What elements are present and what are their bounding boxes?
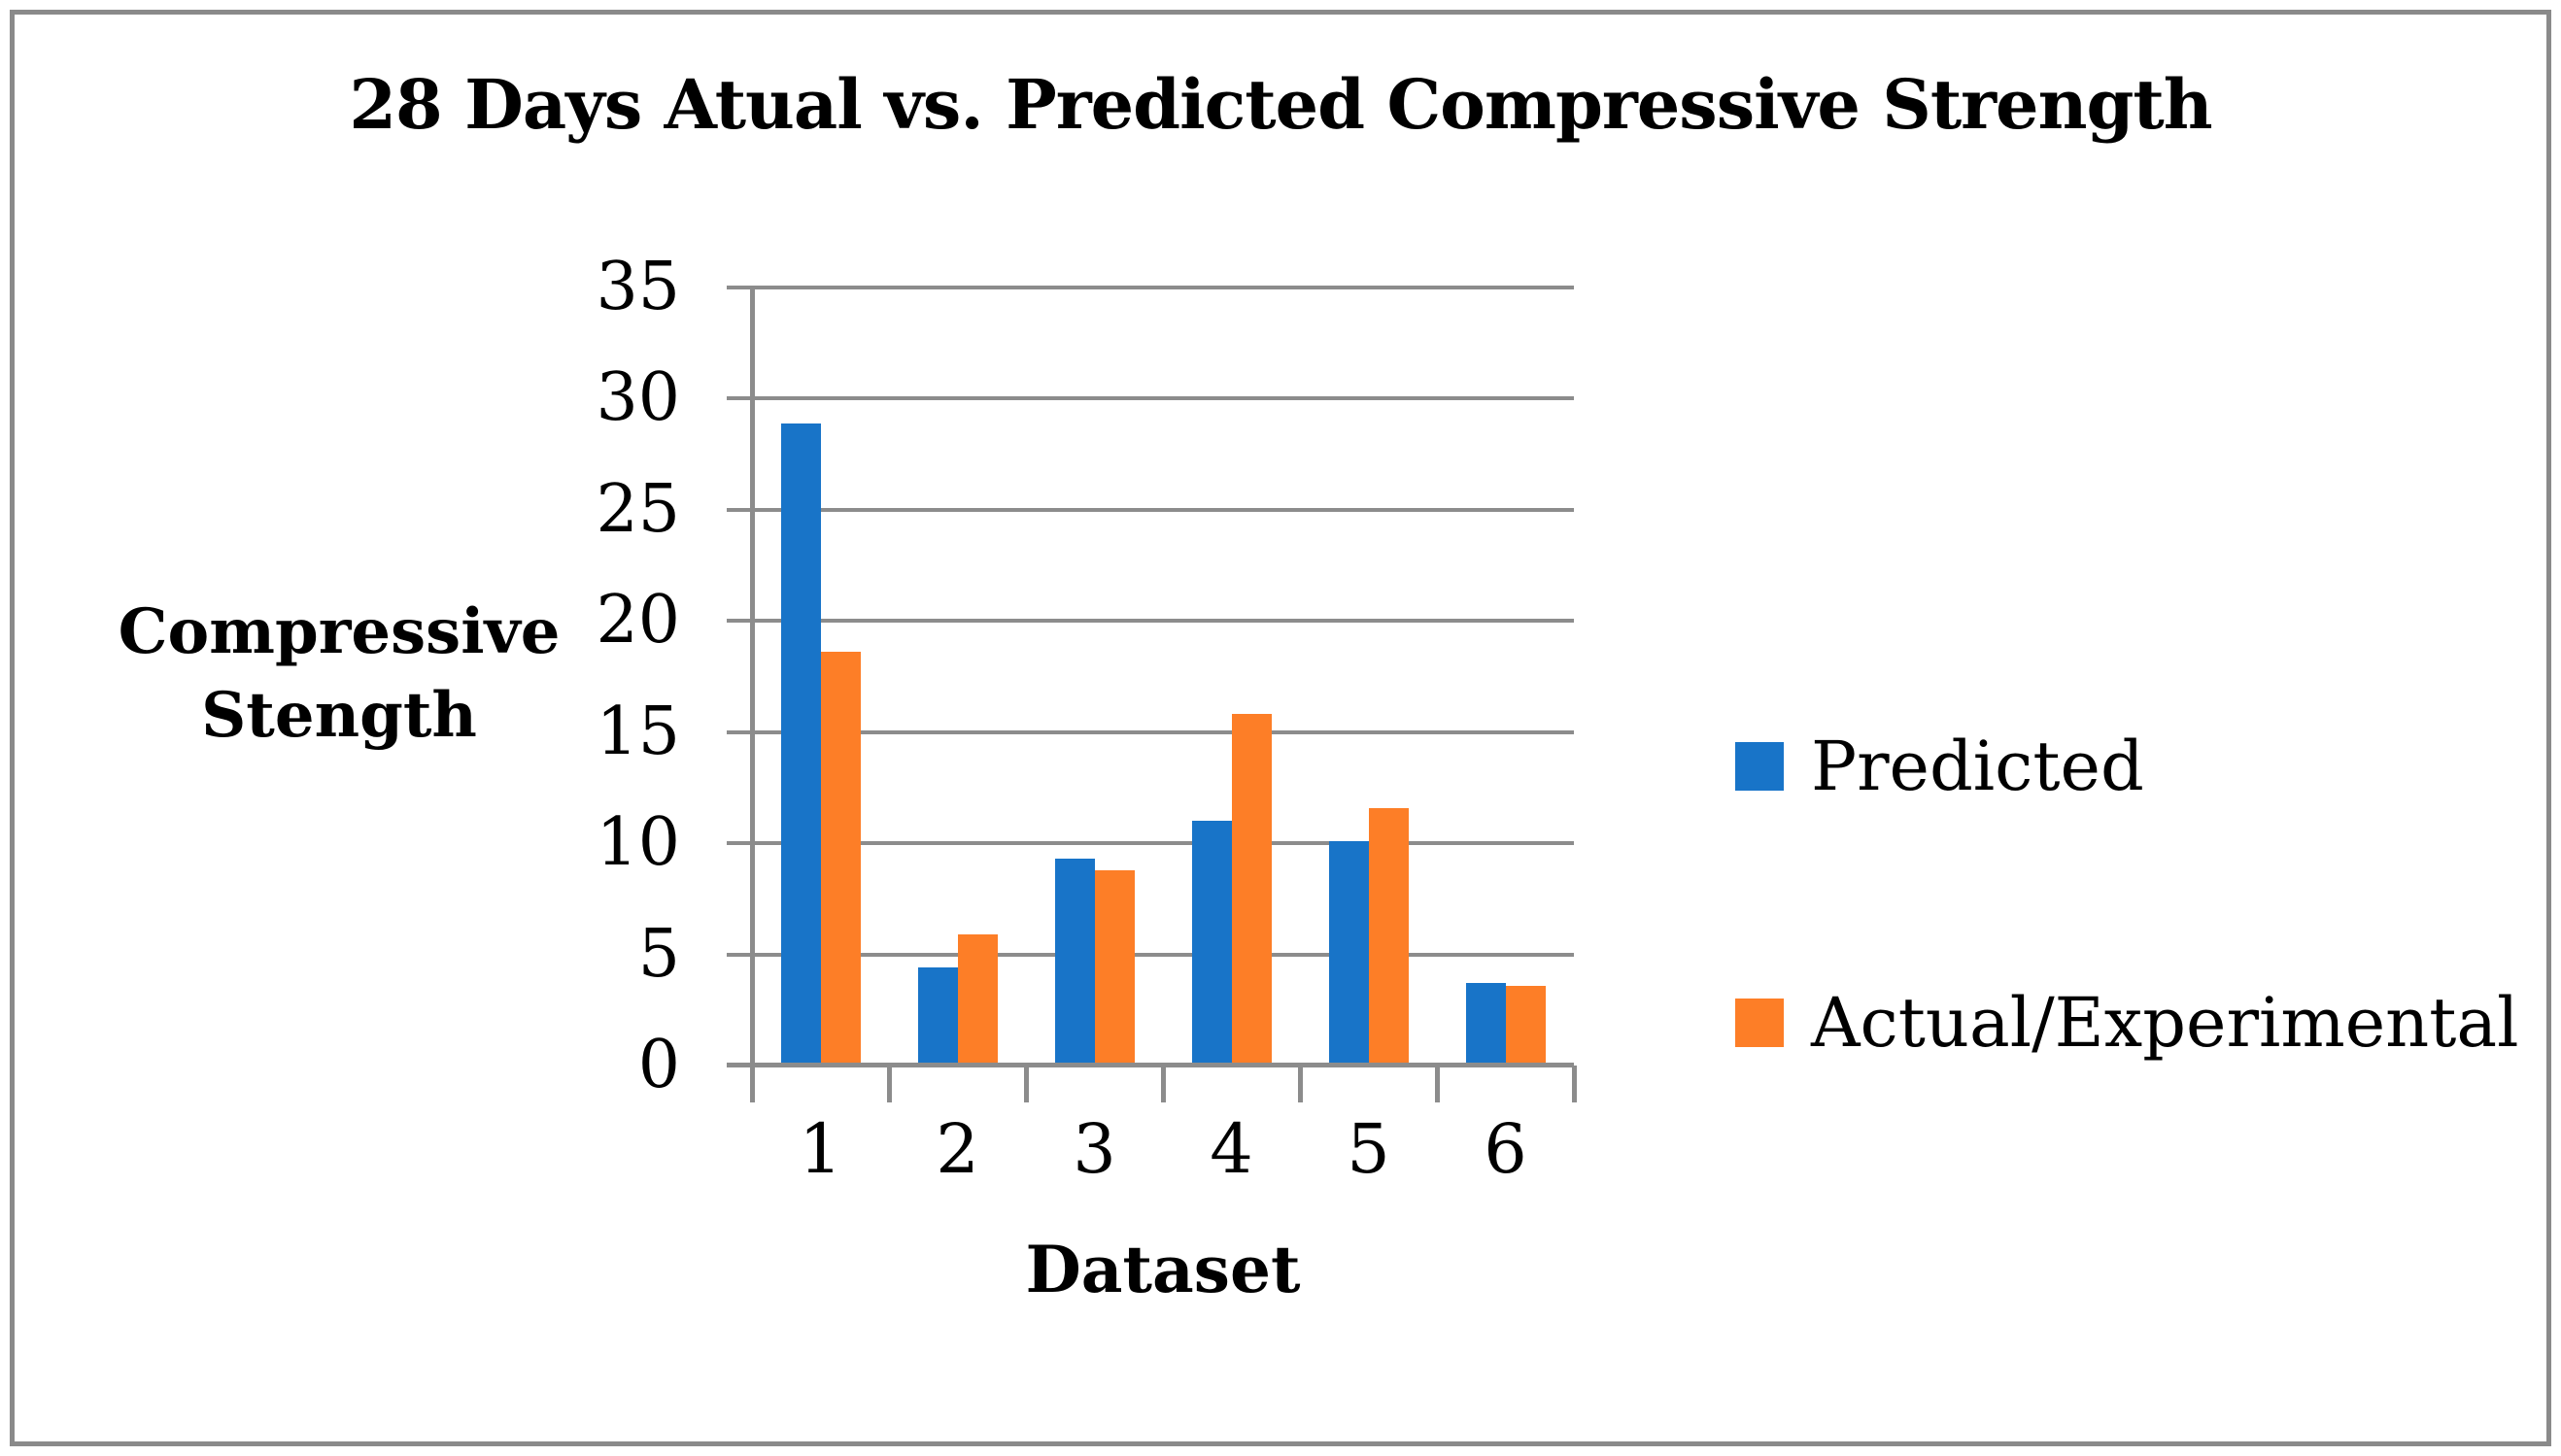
gridline-15 [727,729,1574,734]
legend-entry-actual-experimental: Actual/Experimental [1735,983,2518,1063]
y-tick-label-0: 0 [637,1027,680,1103]
y-axis-line [750,288,755,1102]
y-tick-label-35: 35 [596,249,680,325]
bar-actual-experimental-1 [820,652,861,1066]
bar-actual-experimental-6 [1505,985,1546,1066]
x-tick-label-6: 6 [1484,1109,1527,1189]
bar-predicted-3 [1054,859,1095,1066]
x-tick-label-5: 5 [1347,1109,1390,1189]
bar-predicted-6 [1465,983,1506,1066]
x-axis-tick-2 [1023,1066,1029,1102]
gridline-35 [727,286,1574,289]
gridline-10 [727,841,1574,846]
legend-label-actual-experimental: Actual/Experimental [1811,983,2519,1063]
x-axis-tick-6 [1571,1066,1577,1102]
legend-label-predicted: Predicted [1811,727,2144,806]
bar-actual-experimental-3 [1094,869,1135,1066]
gridline-5 [727,952,1574,957]
x-tick-label-4: 4 [1210,1109,1253,1189]
bar-predicted-4 [1191,821,1232,1066]
gridline-25 [727,507,1574,512]
bar-actual-experimental-2 [957,933,998,1066]
y-tick-label-20: 20 [596,582,680,660]
plot-area [727,286,1577,1102]
bar-predicted-5 [1328,840,1369,1066]
x-axis-title: Dataset [1025,1232,1301,1307]
bar-predicted-1 [780,423,821,1066]
y-axis-title: Compressive Stength [118,595,561,753]
x-axis-tick-3 [1160,1066,1166,1102]
x-axis-tick-4 [1297,1066,1303,1102]
x-tick-label-3: 3 [1073,1109,1116,1189]
legend: Predicted Actual/Experimental [1735,727,2518,1063]
legend-swatch-predicted [1735,742,1784,791]
x-tick-label-1: 1 [799,1109,842,1189]
gridline-20 [727,619,1574,624]
y-axis-tick-labels: 0 5 10 15 20 25 30 35 [0,254,680,1099]
y-tick-label-5: 5 [637,915,680,993]
legend-swatch-actual-experimental [1735,999,1784,1047]
bar-predicted-2 [917,967,958,1066]
chart-title: 28 Days Atual vs. Predicted Compressive … [349,64,2212,145]
y-tick-label-10: 10 [596,804,680,882]
gridline-30 [727,396,1574,401]
legend-entry-predicted: Predicted [1735,727,2518,806]
x-tick-label-2: 2 [936,1109,979,1189]
x-axis-tick-5 [1434,1066,1440,1102]
y-tick-label-15: 15 [596,693,680,770]
y-tick-label-30: 30 [596,359,680,437]
x-axis-line [727,1063,1574,1067]
bar-actual-experimental-5 [1368,807,1409,1066]
bar-actual-experimental-4 [1231,714,1272,1066]
x-axis-tick-1 [886,1066,892,1102]
y-tick-label-25: 25 [596,470,680,548]
